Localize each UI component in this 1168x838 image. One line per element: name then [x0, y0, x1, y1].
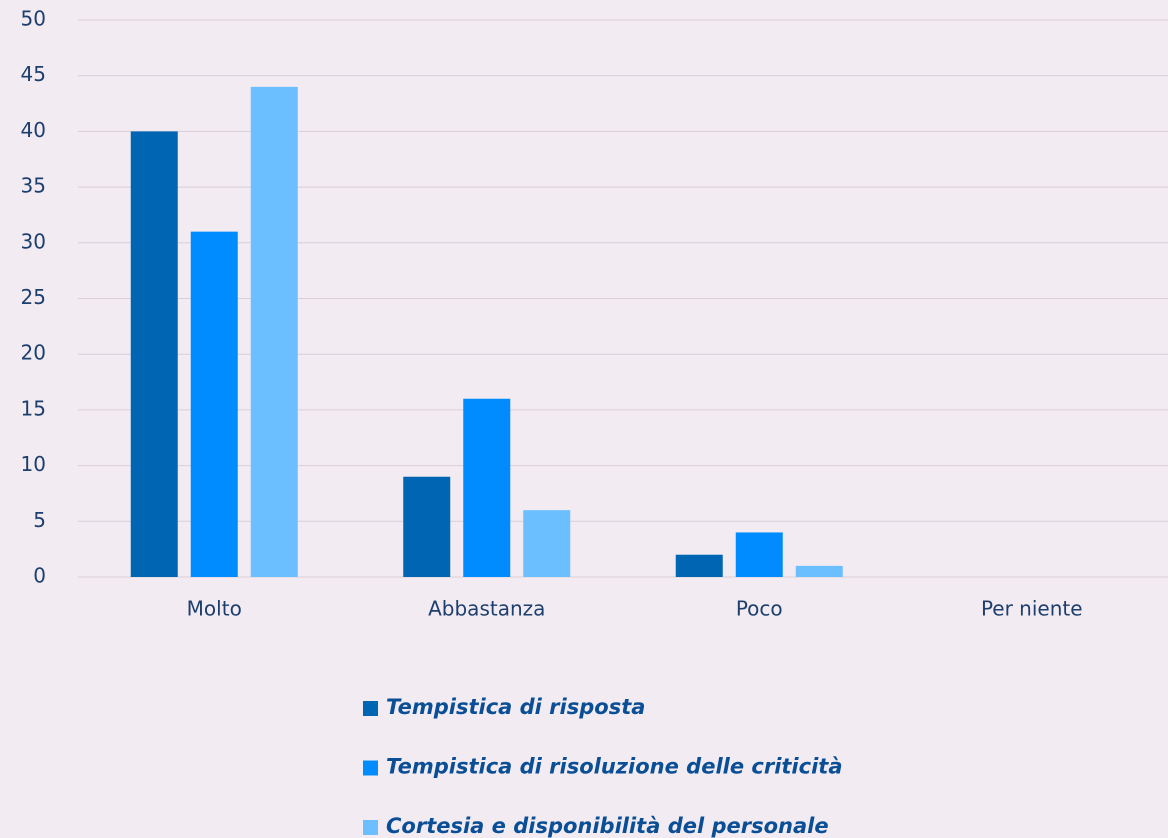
legend-swatch [363, 701, 378, 716]
x-tick-label: Abbastanza [428, 597, 545, 621]
legend-label: Cortesia e disponibilità del personale [386, 814, 829, 838]
x-tick-label: Poco [736, 597, 783, 621]
y-tick-label: 50 [21, 7, 46, 31]
bar [463, 398, 511, 577]
y-tick-label: 30 [21, 229, 46, 253]
y-tick-label: 45 [21, 62, 46, 86]
y-tick-label: 35 [21, 174, 46, 198]
bar [130, 131, 178, 577]
bar [675, 554, 723, 577]
y-tick-label: 5 [33, 508, 46, 532]
x-tick-label: Per niente [981, 597, 1083, 621]
y-tick-label: 0 [33, 564, 46, 588]
bar [735, 532, 783, 577]
bar [190, 231, 238, 577]
y-tick-label: 10 [21, 452, 46, 476]
bar [795, 565, 843, 577]
legend-label: Tempistica di risoluzione delle criticit… [386, 755, 842, 779]
bar [523, 510, 571, 577]
y-tick-label: 40 [21, 118, 46, 142]
y-tick-label: 15 [21, 396, 46, 420]
bar [403, 476, 451, 577]
legend-swatch [363, 820, 378, 835]
x-tick-label: Molto [187, 597, 242, 621]
y-tick-label: 25 [21, 285, 46, 309]
bar [250, 86, 298, 577]
y-tick-label: 20 [21, 341, 46, 365]
legend-label: Tempistica di risposta [386, 695, 645, 719]
legend-swatch [363, 760, 378, 776]
